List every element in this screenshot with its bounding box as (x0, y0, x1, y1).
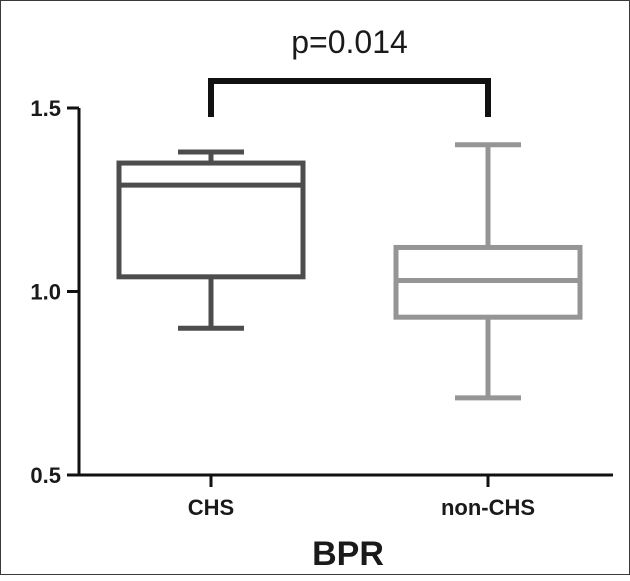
x-axis-title: BPR (312, 535, 384, 573)
y-ticks: 1.5 1.0 0.5 (30, 96, 79, 488)
box-non-chs (393, 142, 583, 401)
x-category-label: non-CHS (441, 495, 535, 520)
iqr-box (116, 160, 306, 280)
p-value-label: p=0.014 (291, 24, 408, 60)
significance-bracket: p=0.014 (208, 24, 491, 117)
y-tick-label: 1.5 (30, 96, 61, 121)
y-tick-label: 1.0 (30, 280, 61, 305)
x-ticks: CHS non-CHS (188, 475, 535, 520)
box-chs (116, 149, 306, 331)
bracket-line (208, 78, 491, 117)
x-category-label: CHS (188, 495, 234, 520)
y-tick-label: 0.5 (30, 463, 61, 488)
boxes (116, 142, 583, 401)
